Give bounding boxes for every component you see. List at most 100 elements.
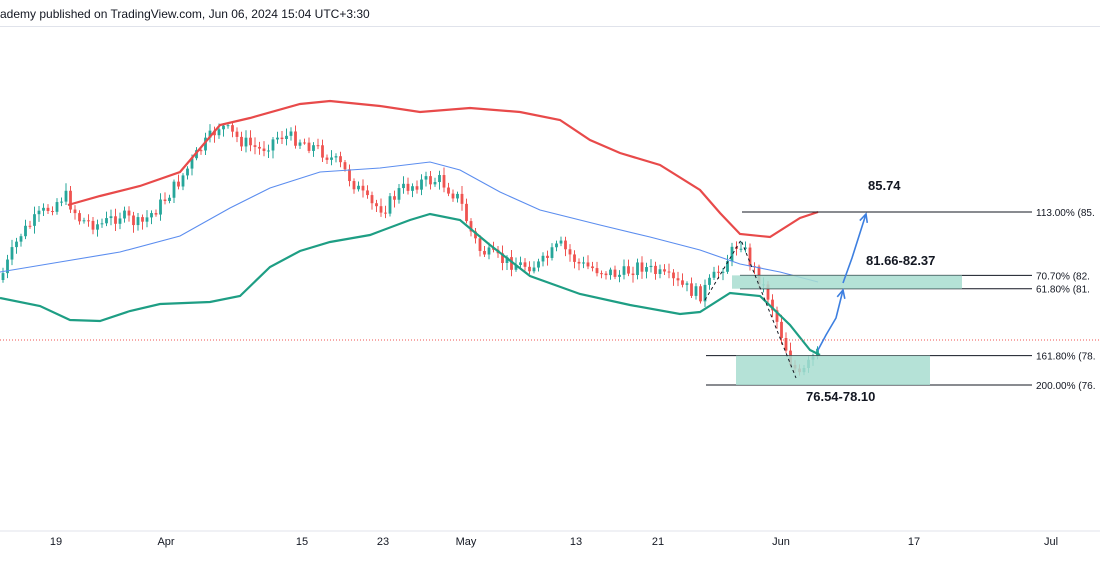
- candle-body: [208, 130, 212, 138]
- candle-body: [645, 267, 648, 272]
- candle-body: [510, 257, 513, 270]
- candle-body: [145, 217, 149, 222]
- projection-arrow-2: [842, 213, 867, 284]
- candle-body: [271, 139, 275, 151]
- candle-body: [465, 203, 468, 222]
- fib-level-label: 61.80% (81.: [1036, 285, 1090, 296]
- candle-body: [703, 284, 707, 302]
- candle-body: [73, 209, 77, 214]
- candle-body: [19, 236, 23, 242]
- candle-body: [771, 299, 774, 311]
- projection-arrow-1-head: [836, 288, 846, 299]
- candle-body: [312, 145, 315, 151]
- annotations: 81.66-82.37 76.54-78.10 85.74: [704, 178, 962, 404]
- candle-body: [505, 257, 509, 264]
- candle-body: [708, 277, 711, 285]
- candle-body: [303, 142, 306, 144]
- candle-body: [280, 137, 284, 140]
- candle-body: [672, 272, 675, 279]
- candle-body: [91, 220, 95, 230]
- candle-body: [685, 283, 689, 285]
- zone-label-lower: 76.54-78.10: [806, 389, 875, 404]
- candle-body: [604, 273, 608, 276]
- candle-body: [424, 176, 428, 180]
- candle-body: [393, 196, 396, 200]
- candle-body: [348, 169, 351, 182]
- candle-body: [775, 310, 779, 322]
- x-tick-label: 23: [377, 536, 389, 548]
- candle-body: [78, 213, 81, 222]
- candle-body: [217, 129, 221, 136]
- candle-body: [298, 142, 302, 146]
- candle-body: [748, 247, 752, 267]
- x-tick-label: 17: [908, 536, 920, 548]
- candle-body: [640, 262, 644, 272]
- candle-body: [114, 216, 117, 224]
- candle-body: [451, 193, 455, 199]
- candle-body: [307, 142, 311, 151]
- candle-body: [136, 217, 140, 226]
- candle-body: [438, 175, 441, 183]
- resistance-zone: [732, 275, 962, 289]
- candle-body: [460, 193, 464, 204]
- candle-body: [478, 238, 482, 251]
- candle-body: [577, 261, 581, 264]
- candle-body: [204, 137, 207, 151]
- candle-body: [150, 213, 153, 218]
- candle-body: [541, 255, 545, 262]
- candle-body: [514, 264, 518, 270]
- candle-body: [199, 150, 203, 152]
- candle-body: [537, 261, 540, 268]
- candle-body: [447, 187, 450, 194]
- bollinger-bands: [0, 99, 821, 356]
- candle-body: [654, 265, 657, 275]
- candle-body: [586, 262, 590, 267]
- candle-body: [766, 284, 770, 300]
- candle-body: [339, 156, 342, 163]
- publish-info: ademy published on TradingView.com, Jun …: [0, 7, 370, 21]
- candle-body: [730, 246, 734, 262]
- candle-body: [159, 199, 162, 215]
- candle-body: [28, 225, 32, 227]
- candle-body: [415, 186, 419, 190]
- candle-body: [739, 248, 743, 250]
- candle-body: [690, 283, 693, 296]
- candle-body: [609, 269, 612, 276]
- candle-body: [717, 271, 720, 273]
- upper-band-line: [67, 99, 819, 239]
- x-tick-label: Jun: [772, 536, 790, 548]
- fib-level-label: 113.00% (85.: [1036, 208, 1095, 219]
- candle-body: [721, 271, 725, 273]
- candle-body: [366, 190, 369, 196]
- candle-body: [231, 125, 234, 132]
- candle-body: [325, 157, 329, 160]
- candle-body: [69, 190, 72, 210]
- candle-body: [60, 201, 63, 203]
- fib-level-label: 200.00% (76.: [1036, 381, 1096, 392]
- candle-body: [330, 157, 333, 160]
- candle-body: [474, 231, 477, 239]
- projection-arrow-2-head: [859, 212, 869, 224]
- candle-body: [289, 131, 293, 136]
- candle-body: [294, 131, 297, 146]
- candle-body: [694, 286, 698, 296]
- candle-body: [595, 268, 599, 274]
- candle-body: [546, 255, 549, 258]
- candle-body: [105, 218, 108, 224]
- candle-body: [676, 278, 680, 281]
- candle-body: [163, 199, 167, 201]
- candle-body: [141, 217, 144, 222]
- candle-body: [681, 280, 684, 285]
- candle-body: [559, 240, 563, 244]
- candle-body: [96, 224, 99, 230]
- candle-body: [388, 196, 392, 214]
- candle-body: [816, 348, 819, 357]
- candle-body: [253, 145, 257, 147]
- time-axis: 19 Apr 15 23 May 13 21 Jun 17 Jul: [50, 536, 1058, 548]
- candle-body: [321, 145, 324, 158]
- candle-body: [402, 183, 405, 189]
- candle-body: [267, 150, 270, 152]
- x-tick-label: 21: [652, 536, 664, 548]
- fib-level-label: 161.80% (78.: [1036, 352, 1096, 363]
